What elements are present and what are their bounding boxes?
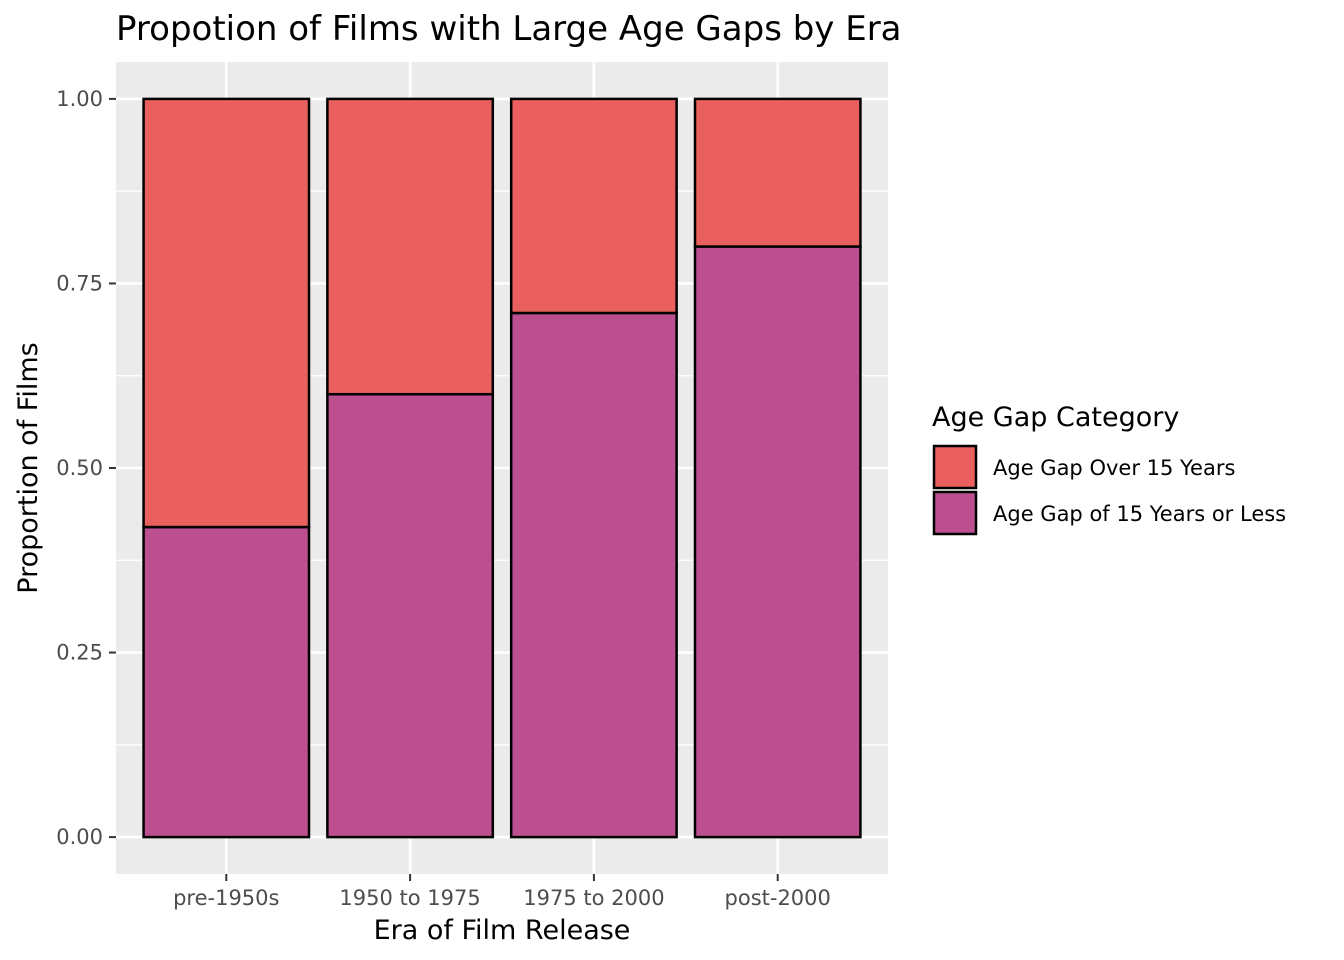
x-tick-label: pre-1950s xyxy=(173,886,279,910)
x-tick-label: 1950 to 1975 xyxy=(339,886,480,910)
bar-segment xyxy=(142,97,311,529)
y-tick-label: 0.75 xyxy=(56,271,103,295)
x-axis-title: Era of Film Release xyxy=(374,915,631,946)
y-tick-label: 0.50 xyxy=(56,456,103,480)
y-tick-label: 1.00 xyxy=(56,87,103,111)
bar-segment xyxy=(326,97,495,396)
bar-segment xyxy=(693,245,862,839)
legend-key xyxy=(932,444,978,490)
bar-segment xyxy=(509,97,678,315)
x-tick-label: post-2000 xyxy=(725,886,831,910)
bar-segment xyxy=(326,392,495,839)
bar-group xyxy=(142,97,862,839)
y-axis-title: Proportion of Films xyxy=(13,342,44,593)
bar-segment xyxy=(693,97,862,248)
legend-label: Age Gap of 15 Years or Less xyxy=(993,502,1286,526)
chart-title: Propotion of Films with Large Age Gaps b… xyxy=(116,9,902,49)
legend-key xyxy=(932,490,978,536)
y-tick-label: 0.25 xyxy=(56,641,103,665)
y-tick-label: 0.00 xyxy=(56,825,103,849)
legend: Age Gap Category Age Gap Over 15 Years Ag… xyxy=(932,402,1286,536)
x-axis: pre-1950s 1950 to 1975 1975 to 2000 post-20… xyxy=(173,874,831,910)
bar-segment xyxy=(509,311,678,839)
y-axis: 0.00 0.25 0.50 0.75 1.00 xyxy=(56,87,116,849)
bar-segment xyxy=(142,525,311,839)
legend-label: Age Gap Over 15 Years xyxy=(993,456,1235,480)
x-tick-label: 1975 to 2000 xyxy=(523,886,664,910)
legend-title: Age Gap Category xyxy=(932,402,1179,433)
